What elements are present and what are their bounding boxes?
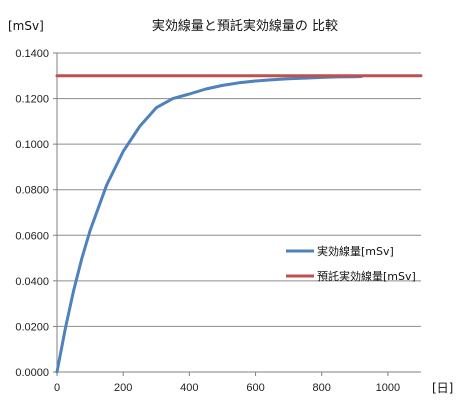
- gridlines: [57, 52, 421, 327]
- x-axis-label: [日]: [432, 381, 453, 395]
- y-tick-label: 0.0000: [15, 367, 49, 379]
- y-tick-label: 0.1200: [15, 94, 49, 106]
- y-tick-label: 0.0600: [15, 230, 49, 242]
- series-line-effective-dose: [55, 75, 363, 374]
- x-tick-label: 800: [313, 382, 331, 394]
- x-tick-label: 1000: [376, 382, 400, 394]
- x-tick-label: 0: [54, 382, 60, 394]
- legend-label: 実効線量[mSv]: [317, 244, 394, 258]
- legend: 実効線量[mSv] 預託実効線量[mSv]: [286, 244, 416, 283]
- x-tick-labels: 0 200 400 600 800 1000: [54, 382, 400, 394]
- y-axis-label: [mSv]: [8, 19, 44, 33]
- x-tick-label: 200: [114, 382, 132, 394]
- axes: [53, 52, 421, 376]
- y-tick-label: 0.0200: [15, 321, 49, 333]
- y-tick-label: 0.1000: [15, 139, 49, 151]
- x-tick-label: 600: [246, 382, 264, 394]
- chart-title: 実効線量と預託実効線量の 比較: [152, 18, 338, 34]
- legend-label: 預託実効線量[mSv]: [317, 269, 416, 283]
- y-tick-label: 0.0800: [15, 185, 49, 197]
- y-tick-labels: 0.0000 0.0200 0.0400 0.0600 0.0800 0.1000 0.12…: [15, 48, 49, 379]
- y-tick-label: 0.0400: [15, 276, 49, 288]
- series-lines: [55, 74, 423, 374]
- x-tick-label: 400: [180, 382, 198, 394]
- y-tick-label: 0.1400: [15, 48, 49, 60]
